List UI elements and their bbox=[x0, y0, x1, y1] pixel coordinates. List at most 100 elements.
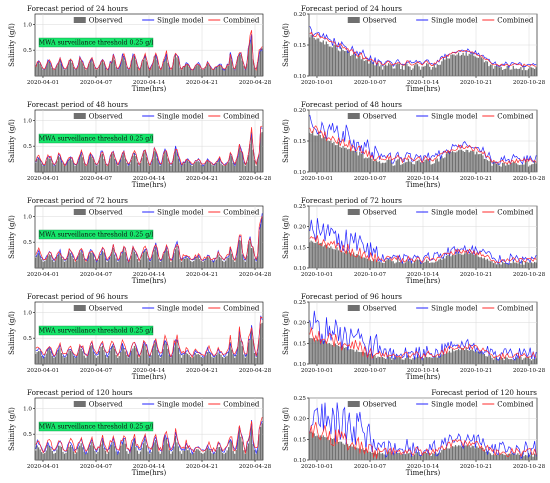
observed-bar bbox=[238, 239, 240, 268]
plot-title: Forecast period of 24 hours bbox=[27, 4, 128, 13]
observed-bar bbox=[173, 155, 175, 172]
observed-bar bbox=[202, 69, 204, 76]
y-tick-label: 0.15 bbox=[294, 245, 307, 251]
observed-bar bbox=[410, 69, 413, 76]
observed-bar bbox=[391, 65, 393, 76]
x-tick-label: 2020-04-01 bbox=[27, 464, 59, 470]
observed-bar bbox=[491, 455, 493, 460]
observed-bar bbox=[161, 355, 163, 364]
observed-bar bbox=[532, 163, 534, 172]
observed-bar bbox=[395, 355, 397, 364]
chart-b3: Forecast period of 72 hours0.100.150.200… bbox=[282, 196, 546, 285]
observed-bar bbox=[339, 51, 341, 76]
observed-bar bbox=[502, 261, 504, 268]
observed-bar bbox=[509, 69, 511, 76]
observed-bar bbox=[435, 355, 437, 364]
observed-bar bbox=[506, 65, 508, 76]
observed-bar bbox=[391, 162, 393, 172]
observed-bar bbox=[503, 360, 505, 364]
observed-bar bbox=[456, 252, 458, 268]
observed-bar bbox=[347, 444, 349, 460]
observed-bar bbox=[470, 447, 472, 460]
plot-title: Forecast period of 48 hours bbox=[301, 100, 402, 109]
observed-bar bbox=[238, 426, 240, 460]
x-tick-label: 2020-04-07 bbox=[80, 272, 113, 278]
observed-bar bbox=[328, 440, 330, 460]
observed-bar bbox=[479, 154, 481, 172]
observed-bar bbox=[482, 258, 484, 268]
observed-bar bbox=[426, 63, 428, 76]
observed-bar bbox=[315, 243, 317, 268]
observed-bar bbox=[54, 356, 56, 364]
observed-bar bbox=[133, 251, 136, 268]
observed-bar bbox=[94, 162, 96, 172]
observed-bars bbox=[35, 215, 263, 268]
observed-bar bbox=[139, 355, 142, 364]
legend-swatch-observed bbox=[347, 17, 360, 23]
observed-bar bbox=[432, 67, 434, 76]
observed-bar bbox=[322, 435, 324, 460]
observed-bar bbox=[212, 69, 215, 76]
observed-bar bbox=[389, 64, 391, 76]
observed-bar bbox=[336, 145, 338, 172]
observed-bar bbox=[377, 161, 379, 172]
observed-bar bbox=[187, 450, 189, 460]
observed-bar bbox=[512, 161, 514, 172]
observed-bar bbox=[199, 354, 201, 364]
observed-bar bbox=[426, 452, 428, 460]
observed-bar bbox=[142, 152, 145, 172]
observed-bar bbox=[415, 62, 417, 76]
observed-bar bbox=[488, 452, 490, 460]
observed-bar bbox=[330, 344, 332, 364]
observed-bar bbox=[380, 357, 382, 364]
observed-bar bbox=[454, 254, 457, 268]
observed-bar bbox=[109, 256, 111, 268]
observed-bar bbox=[54, 164, 56, 172]
observed-bar bbox=[142, 251, 145, 268]
x-axis-label: Time(hrs) bbox=[406, 181, 441, 189]
observed-bar bbox=[162, 444, 164, 460]
observed-bar bbox=[255, 453, 257, 460]
observed-bar bbox=[318, 132, 320, 172]
observed-bar bbox=[130, 447, 132, 460]
observed-bar bbox=[124, 252, 126, 268]
observed-bar bbox=[211, 68, 213, 76]
observed-bar bbox=[371, 61, 373, 76]
observed-bar bbox=[129, 67, 131, 76]
observed-bar bbox=[193, 261, 195, 268]
observed-bar bbox=[152, 254, 154, 268]
observed-bar bbox=[397, 452, 399, 460]
observed-bar bbox=[380, 163, 382, 172]
observed-bar bbox=[92, 253, 94, 268]
observed-bar bbox=[526, 455, 528, 460]
observed-bar bbox=[386, 358, 388, 364]
observed-bar bbox=[529, 455, 531, 460]
observed-bar bbox=[161, 259, 163, 268]
observed-bar bbox=[63, 261, 66, 268]
observed-bar bbox=[457, 52, 460, 76]
observed-bar bbox=[328, 342, 330, 364]
observed-bar bbox=[229, 440, 231, 460]
y-tick-label: 0.20 bbox=[294, 225, 307, 231]
observed-bar bbox=[41, 67, 43, 76]
observed-bar bbox=[340, 147, 343, 172]
observed-bar bbox=[401, 261, 403, 268]
observed-bar bbox=[526, 70, 528, 76]
observed-bar bbox=[424, 159, 426, 172]
y-axis-label: Salinity (g/l) bbox=[8, 119, 16, 163]
observed-bar bbox=[351, 446, 353, 460]
observed-bar bbox=[179, 258, 181, 268]
observed-bar bbox=[89, 346, 91, 364]
legend-label-observed: Observed bbox=[89, 401, 123, 409]
observed-bar bbox=[71, 255, 73, 268]
observed-bar bbox=[225, 164, 227, 172]
observed-bar bbox=[89, 252, 91, 268]
observed-bar bbox=[246, 446, 248, 460]
observed-bar bbox=[256, 449, 259, 460]
observed-bar bbox=[240, 340, 242, 364]
observed-bar bbox=[68, 60, 70, 76]
observed-bar bbox=[343, 444, 346, 460]
observed-bar bbox=[226, 355, 228, 364]
observed-bar bbox=[474, 154, 476, 172]
observed-bar bbox=[191, 453, 193, 460]
